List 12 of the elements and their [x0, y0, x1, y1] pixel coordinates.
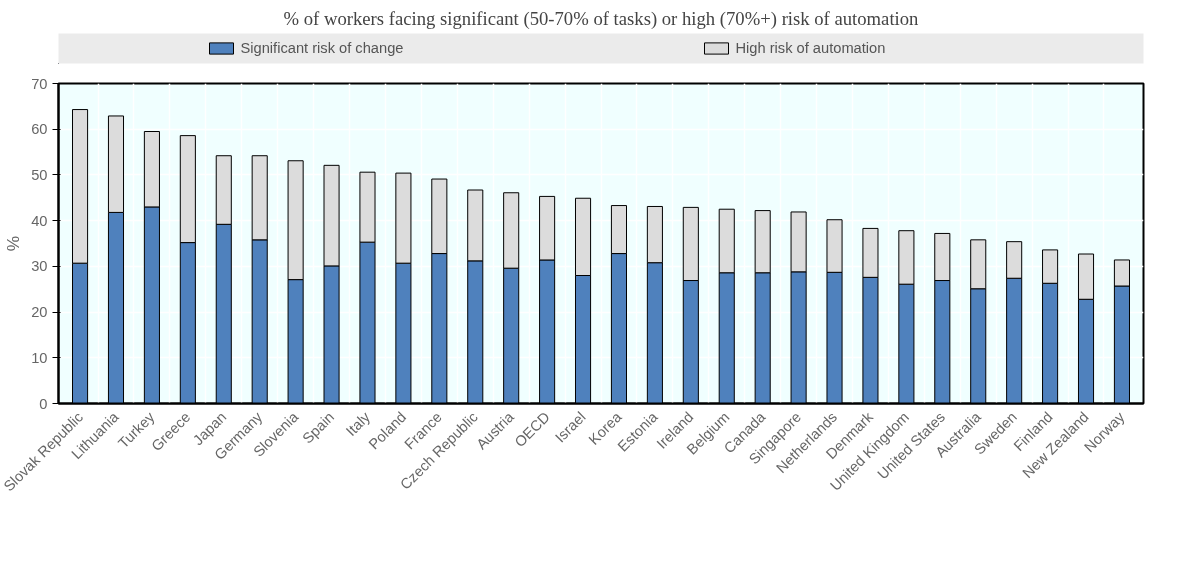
y-tick-label: 30 [31, 258, 48, 275]
y-tick-label: 10 [31, 349, 48, 366]
chart-title: % of workers facing significant (50-70% of tasks) or high (70%+) risk of automation [283, 7, 920, 30]
y-tick-label: 20 [31, 304, 48, 321]
y-tick-label: 60 [31, 121, 48, 138]
legend-label: Significant risk of change [240, 40, 405, 56]
y-tick-label: 50 [31, 166, 48, 183]
y-axis-title: % [3, 235, 24, 252]
y-tick-label: 70 [31, 75, 48, 92]
y-tick-label: 0 [39, 395, 48, 412]
legend-label: High risk of automation [735, 40, 887, 56]
y-tick-label: 40 [31, 212, 48, 229]
